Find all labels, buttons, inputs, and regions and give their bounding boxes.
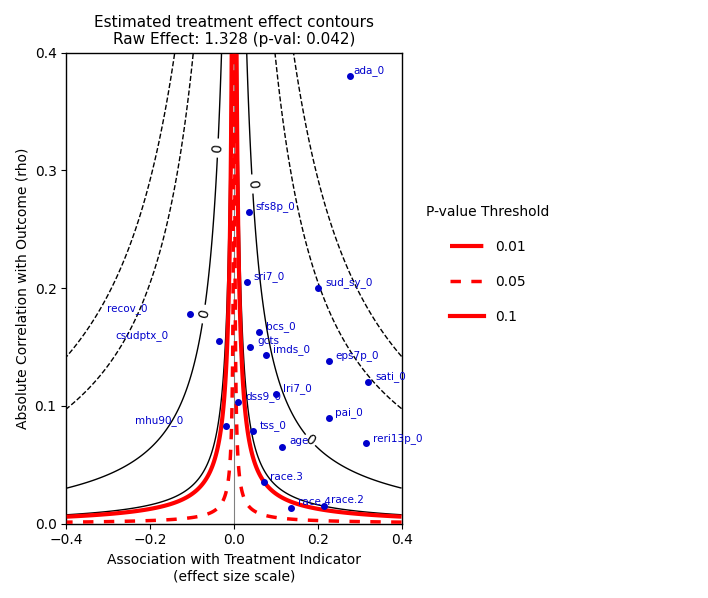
Text: bcs_0: bcs_0 bbox=[266, 321, 296, 332]
Text: 0: 0 bbox=[303, 432, 318, 448]
Y-axis label: Absolute Correlation with Outcome (rho): Absolute Correlation with Outcome (rho) bbox=[15, 148, 29, 429]
Text: sri7_0: sri7_0 bbox=[253, 271, 285, 282]
Text: 0: 0 bbox=[245, 179, 260, 189]
Text: lri7_0: lri7_0 bbox=[283, 383, 312, 394]
Text: mhu90_0: mhu90_0 bbox=[135, 415, 183, 426]
Text: ada_0: ada_0 bbox=[354, 66, 385, 77]
Text: imds_0: imds_0 bbox=[273, 344, 309, 355]
X-axis label: Association with Treatment Indicator
(effect size scale): Association with Treatment Indicator (ef… bbox=[107, 553, 361, 583]
Text: 0: 0 bbox=[210, 143, 225, 153]
Text: pai_0: pai_0 bbox=[336, 407, 363, 418]
Text: sfs8p_0: sfs8p_0 bbox=[256, 201, 295, 212]
Text: dss9_0: dss9_0 bbox=[245, 392, 281, 402]
Text: eps7p_0: eps7p_0 bbox=[336, 350, 379, 361]
Text: sud_sy_0: sud_sy_0 bbox=[325, 277, 372, 288]
Text: reri13p_0: reri13p_0 bbox=[373, 433, 423, 444]
Text: race.4: race.4 bbox=[298, 498, 331, 508]
Text: recov_0: recov_0 bbox=[107, 303, 147, 314]
Text: csudptx_0: csudptx_0 bbox=[115, 330, 169, 341]
Text: sati_0: sati_0 bbox=[375, 371, 406, 382]
Text: 0: 0 bbox=[196, 308, 212, 320]
Title: Estimated treatment effect contours
Raw Effect: 1.328 (p-val: 0.042): Estimated treatment effect contours Raw … bbox=[94, 15, 374, 47]
Text: age: age bbox=[290, 437, 309, 446]
Text: race.3: race.3 bbox=[270, 472, 303, 481]
Legend: 0.01, 0.05, 0.1: 0.01, 0.05, 0.1 bbox=[412, 191, 564, 338]
Text: tss_0: tss_0 bbox=[260, 420, 287, 431]
Text: gcts: gcts bbox=[257, 336, 279, 346]
Text: race.2: race.2 bbox=[331, 495, 364, 505]
